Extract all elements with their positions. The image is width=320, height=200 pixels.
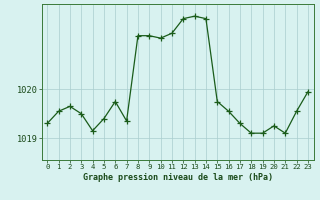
X-axis label: Graphe pression niveau de la mer (hPa): Graphe pression niveau de la mer (hPa) — [83, 173, 273, 182]
